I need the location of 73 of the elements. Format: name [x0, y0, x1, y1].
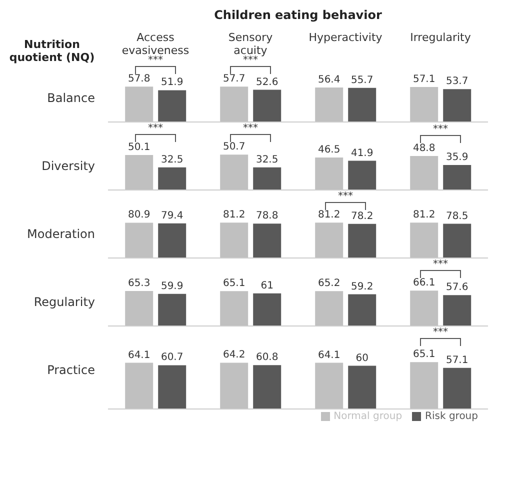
data-label: 41.9 — [350, 148, 374, 159]
data-label: 80.9 — [128, 210, 150, 221]
data-label: 81.2 — [318, 210, 340, 221]
significance-bracket: *** — [230, 124, 272, 142]
data-label: 32.5 — [256, 154, 278, 166]
legend-label: Risk group — [425, 411, 478, 422]
data-label: 78.8 — [256, 210, 278, 222]
data-label: 57.6 — [446, 282, 468, 294]
significance-bracket: *** — [420, 260, 462, 278]
y-axis-title: Diversity — [42, 159, 95, 173]
bar — [348, 160, 376, 190]
data-label: 61 — [260, 280, 274, 292]
data-label: 64.2 — [222, 350, 246, 361]
annotation: *** — [432, 124, 449, 135]
data-label: 53.7 — [446, 76, 468, 88]
significance-bracket: *** — [134, 124, 176, 142]
data-label: 65.1 — [412, 349, 436, 360]
bar — [443, 164, 472, 190]
annotation: *** — [432, 258, 449, 270]
data-label: 65.3 — [128, 278, 150, 290]
significance-bracket: *** — [230, 56, 272, 74]
significance-bracket: *** — [420, 124, 462, 143]
data-label: 57.1 — [412, 74, 436, 86]
y-axis-title: Moderation — [27, 227, 95, 241]
data-label: 78.2 — [350, 210, 374, 222]
annotation: *** — [432, 326, 449, 338]
data-label: 56.4 — [318, 74, 340, 86]
data-label: 50.7 — [222, 142, 246, 153]
data-label: 51.9 — [160, 77, 184, 88]
x-tick-label: Sensory acuity — [228, 31, 274, 57]
data-label: 55.7 — [350, 74, 374, 86]
text: Nutrition quotient (NQ) — [8, 38, 96, 64]
data-label: 81.2 — [222, 210, 246, 221]
data-label: 57.8 — [128, 74, 150, 85]
data-label: 65.1 — [222, 278, 246, 290]
data-label: 65.2 — [318, 278, 340, 290]
data-label: 60.8 — [256, 352, 278, 364]
bar — [253, 167, 282, 190]
data-label: 66.1 — [412, 278, 436, 289]
data-label: 32.5 — [160, 154, 184, 166]
annotation: *** — [336, 190, 354, 202]
annotation: *** — [242, 122, 259, 134]
y-axis-title: Balance — [47, 91, 95, 105]
data-label: 59.2 — [350, 281, 374, 292]
data-label: 60 — [356, 352, 368, 364]
data-label: 57.7 — [222, 74, 246, 85]
significance-bracket: *** — [324, 192, 366, 210]
chart-title: Children eating behavior — [213, 8, 383, 24]
data-label: 60.7 — [160, 352, 184, 364]
y-axis-title: Practice — [47, 363, 95, 377]
annotation: *** — [146, 54, 164, 66]
data-label: 81.2 — [412, 210, 436, 221]
annotation: *** — [242, 54, 258, 66]
data-label: 48.8 — [412, 142, 436, 154]
significance-bracket: *** — [420, 328, 462, 346]
data-label: 79.4 — [160, 210, 184, 222]
data-label: 52.6 — [256, 76, 278, 88]
x-tick-label: Irregularity — [410, 31, 472, 44]
data-label: 78.5 — [446, 210, 468, 222]
legend-label: Normal group — [334, 411, 402, 422]
data-label: 46.5 — [318, 144, 340, 156]
data-label: 64.1 — [128, 350, 150, 361]
y-axis-title: Regularity — [34, 295, 95, 309]
data-label: 57.1 — [446, 354, 468, 366]
x-tick-label: Hyperactivity — [308, 31, 383, 44]
x-tick-label: Access evasiveness — [122, 31, 190, 57]
data-label: 64.1 — [318, 350, 340, 361]
significance-bracket: *** — [134, 56, 176, 74]
data-label: 50.1 — [128, 142, 150, 154]
data-label: 35.9 — [446, 152, 468, 163]
bar — [158, 167, 186, 190]
data-label: 59.9 — [160, 280, 184, 292]
annotation: *** — [146, 123, 164, 134]
